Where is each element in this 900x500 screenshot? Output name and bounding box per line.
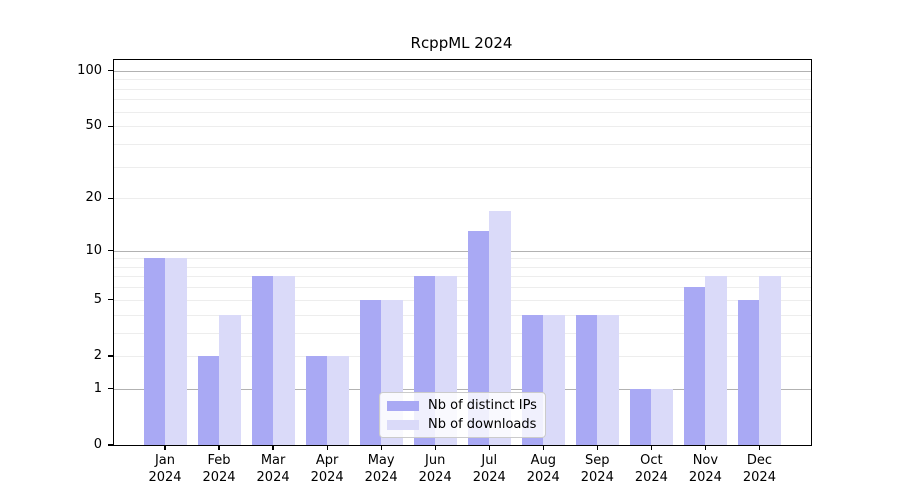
x-tick-label: Jul 2024 <box>472 453 506 485</box>
bar-ips-oct <box>629 388 652 445</box>
x-tick <box>164 445 166 450</box>
gridline-minor <box>114 266 811 268</box>
x-tick-label: Nov 2024 <box>688 453 722 485</box>
bar-downloads-dec <box>759 276 781 445</box>
bar-ips-sep <box>575 314 598 445</box>
chart-title: RcppML 2024 <box>410 34 513 52</box>
bar-downloads-aug <box>543 314 565 445</box>
x-tick <box>488 445 490 450</box>
y-tick-label: 2 <box>93 347 102 363</box>
gridline-minor <box>114 143 811 145</box>
gridline-minor <box>114 99 811 101</box>
legend-label-distinct-ips: Nb of distinct IPs <box>428 398 537 413</box>
y-tick-label: 20 <box>85 190 102 206</box>
legend-item-distinct-ips: Nb of distinct IPs <box>387 398 537 413</box>
x-tick-label: Sep 2024 <box>580 453 614 485</box>
x-tick-label: Mar 2024 <box>256 453 290 485</box>
x-tick-label: Feb 2024 <box>202 453 236 485</box>
gridline-minor <box>114 198 811 200</box>
x-tick <box>326 445 328 450</box>
bar-downloads-jan <box>165 258 187 445</box>
x-tick-label: Jun 2024 <box>418 453 452 485</box>
x-tick-label: Oct 2024 <box>634 453 668 485</box>
bar-ips-dec <box>737 299 760 445</box>
y-tick-label: 5 <box>93 291 102 307</box>
y-tick <box>107 197 113 199</box>
legend-label-downloads: Nb of downloads <box>428 417 537 432</box>
y-tick-label: 1 <box>93 380 102 396</box>
x-tick <box>434 445 436 450</box>
gridline-minor <box>114 166 811 168</box>
gridline-major <box>114 250 811 252</box>
y-tick-label: 50 <box>85 118 102 134</box>
y-tick-label: 10 <box>85 242 102 258</box>
gridline-minor <box>114 88 811 90</box>
x-tick <box>272 445 274 450</box>
gridline-major <box>114 70 811 72</box>
bar-ips-mar <box>251 276 274 445</box>
x-tick <box>704 445 706 450</box>
bar-downloads-apr <box>327 355 349 445</box>
bar-downloads-nov <box>705 276 727 445</box>
x-tick-label: May 2024 <box>364 453 398 485</box>
gridline-minor <box>114 79 811 81</box>
legend-item-downloads: Nb of downloads <box>387 417 537 432</box>
gridline-minor <box>114 126 811 128</box>
bar-downloads-sep <box>597 314 619 445</box>
y-tick <box>107 125 113 127</box>
gridline-minor <box>114 287 811 289</box>
gridline-minor <box>114 314 811 316</box>
y-tick <box>107 249 113 252</box>
bar-ips-may <box>359 299 382 445</box>
x-tick-label: Apr 2024 <box>310 453 344 485</box>
gridline-minor <box>114 111 811 113</box>
x-tick-label: Aug 2024 <box>526 453 560 485</box>
x-tick <box>380 445 382 450</box>
plot-area: Dec 2024 Nov 2024 Oct 2024 Sep 2024 Aug 2024… <box>77 59 812 485</box>
gridline-minor <box>114 355 811 357</box>
gridline-minor <box>114 276 811 278</box>
legend: Nb of distinct IPs Nb of downloads <box>379 392 546 438</box>
gridline-minor <box>114 299 811 301</box>
bar-downloads-oct <box>651 388 673 445</box>
gridline-minor <box>114 332 811 334</box>
bar-downloads-jul <box>489 210 511 445</box>
x-tick <box>596 445 598 450</box>
y-tick <box>107 355 113 357</box>
x-tick <box>758 445 761 450</box>
gridline-minor <box>114 258 811 260</box>
legend-swatch-downloads <box>387 419 419 430</box>
bar-downloads-mar <box>273 276 295 445</box>
bar-ips-nov <box>683 287 706 445</box>
bar-ips-jul <box>467 231 490 445</box>
y-tick-label: 100 <box>77 62 102 78</box>
x-tick <box>650 445 652 450</box>
y-tick <box>107 70 113 72</box>
y-tick <box>107 388 113 390</box>
y-tick <box>107 299 113 301</box>
x-tick <box>218 445 220 450</box>
bar-ips-feb <box>197 355 220 445</box>
bar-downloads-feb <box>219 314 241 445</box>
x-tick-label: Dec 2024 <box>742 453 776 485</box>
x-tick-label: Jan 2024 <box>148 453 182 485</box>
x-tick <box>542 445 544 450</box>
bar-ips-apr <box>305 355 328 445</box>
legend-swatch-distinct-ips <box>387 400 419 411</box>
y-tick-label: 0 <box>93 437 102 452</box>
y-tick <box>107 444 113 446</box>
bar-ips-jan <box>143 258 165 445</box>
gridline-major <box>114 388 811 390</box>
